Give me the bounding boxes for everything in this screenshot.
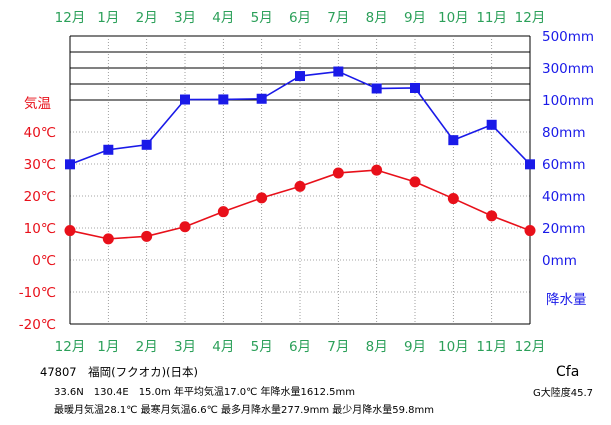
precipitation-point — [410, 82, 420, 93]
month-label-top: 8月 — [366, 10, 388, 26]
month-label-bottom: 2月 — [136, 339, 158, 355]
axis-layer — [69, 36, 531, 325]
temperature-point — [141, 230, 153, 242]
month-label-top: 10月 — [438, 10, 469, 26]
month-label-top: 7月 — [327, 10, 349, 26]
station-name: 47807 福岡(フクオカ)(日本) — [40, 365, 198, 379]
month-label-top: 12月 — [515, 10, 546, 26]
month-label-bottom: 1月 — [97, 339, 119, 355]
month-label-bottom: 11月 — [476, 339, 507, 355]
temperature-tick-label: -10℃ — [19, 285, 56, 301]
temperature-point — [486, 210, 498, 222]
precipitation-tick-label: 20mm — [542, 221, 585, 237]
temperature-point — [409, 176, 421, 188]
temperature-tick-label: 10℃ — [24, 221, 56, 237]
temperature-tick-label: -20℃ — [19, 317, 56, 333]
series-layer — [64, 66, 536, 245]
precipitation-point — [333, 66, 344, 77]
temperature-tick-label: 0℃ — [32, 253, 56, 269]
precipitation-tick-label: 40mm — [542, 189, 585, 205]
month-label-bottom: 9月 — [404, 339, 426, 355]
precipitation-point — [486, 119, 497, 130]
month-label-top: 1月 — [97, 10, 119, 26]
month-label-top: 6月 — [289, 10, 311, 26]
month-label-bottom: 5月 — [251, 339, 273, 355]
temperature-point — [256, 192, 268, 204]
month-label-bottom: 10月 — [438, 339, 469, 355]
precipitation-point — [180, 94, 190, 105]
month-label-bottom: 8月 — [366, 339, 388, 355]
temperature-point — [64, 225, 76, 237]
precipitation-tick-label: 80mm — [542, 125, 585, 141]
precipitation-point — [218, 94, 229, 105]
month-label-bottom: 12月 — [55, 339, 86, 355]
precipitation-point — [256, 93, 267, 104]
temperature-point — [179, 221, 191, 233]
month-label-bottom: 6月 — [289, 339, 311, 355]
station-extremes: 最暖月気温28.1℃ 最寒月気温6.6℃ 最多月降水量277.9mm 最少月降水… — [54, 403, 434, 416]
label-layer: 12月 12月 1月 1月 2月 2月 3月 3月 4月 4月 5月 5月 6月 6月 7月 7月 8月 8月 9月… — [19, 10, 594, 355]
temperature-tick-label: 40℃ — [24, 125, 56, 141]
precipitation-tick-label: 60mm — [542, 157, 585, 173]
temperature-point — [447, 193, 459, 205]
month-label-bottom: 4月 — [212, 339, 234, 355]
precipitation-point — [103, 144, 114, 155]
temperature-point — [371, 164, 383, 176]
temperature-point — [524, 225, 536, 237]
station-summary: 33.6N 130.4E 15.0m 年平均気温17.0℃ 年降水量1612.5… — [54, 385, 355, 398]
precipitation-point — [371, 83, 382, 94]
month-label-top: 9月 — [404, 10, 426, 26]
month-label-top: 5月 — [251, 10, 273, 26]
temperature-tick-label: 20℃ — [24, 189, 56, 205]
temperature-tick-label: 30℃ — [24, 157, 56, 173]
month-label-top: 3月 — [174, 10, 196, 26]
temperature-point — [102, 233, 114, 245]
precipitation-axis-title: 降水量 — [546, 292, 587, 308]
month-label-bottom: 7月 — [327, 339, 349, 355]
continentality-index: G大陸度45.7 — [533, 386, 593, 399]
month-label-top: 12月 — [55, 10, 86, 26]
precipitation-point — [525, 159, 535, 170]
precipitation-point — [141, 139, 152, 150]
precipitation-tick-label: 500mm — [542, 29, 594, 45]
temperature-point — [332, 167, 344, 179]
precipitation-tick-label: 100mm — [542, 93, 594, 109]
month-label-top: 2月 — [136, 10, 158, 26]
temperature-point — [217, 206, 229, 218]
month-label-top: 11月 — [476, 10, 507, 26]
precipitation-point — [295, 71, 305, 82]
month-label-top: 4月 — [212, 10, 234, 26]
koppen-class: Cfa — [556, 364, 579, 380]
precipitation-tick-label: 300mm — [542, 61, 594, 77]
precipitation-tick-label: 0mm — [542, 253, 577, 269]
temperature-axis-title: 気温 — [24, 96, 51, 112]
precipitation-point — [448, 135, 459, 146]
month-label-bottom: 12月 — [515, 339, 546, 355]
precipitation-point — [65, 159, 75, 170]
month-label-bottom: 3月 — [174, 339, 196, 355]
temperature-point — [294, 180, 306, 192]
